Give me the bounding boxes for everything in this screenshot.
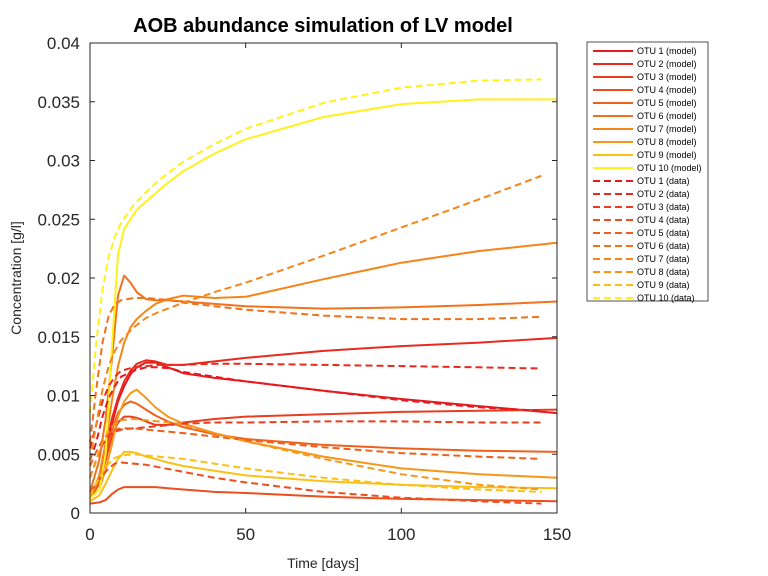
- plot-area: 0 50 100 150 0 0.005 0.01 0.015 0.02 0.025 0.03 0.…: [37, 34, 571, 544]
- series-line-4: [89, 486, 558, 505]
- series-line-12: [89, 362, 542, 449]
- series-line-20: [89, 78, 542, 414]
- series-layer: [89, 78, 558, 505]
- y-axis: 0 0.005 0.01 0.015 0.02 0.025 0.03 0.035 0.04: [37, 34, 557, 523]
- legend: OTU 1 (model) OTU 2 (model) OTU 3 (model) O…: [586, 41, 709, 303]
- series-line-14: [89, 461, 542, 505]
- y-tick-label: 0.035: [37, 93, 80, 112]
- legend-label-19: OTU 9 (data): [637, 280, 690, 290]
- series-line-3: [89, 408, 558, 500]
- series-line-2: [89, 336, 558, 500]
- legend-label-4: OTU 4 (model): [637, 85, 697, 95]
- series-line-16: [89, 297, 542, 443]
- y-tick-label: 0: [71, 504, 80, 523]
- series-line-10: [89, 98, 557, 500]
- legend-label-20: OTU 10 (data): [637, 293, 695, 303]
- y-tick-label: 0.04: [47, 34, 80, 53]
- legend-box: [586, 41, 709, 302]
- series-line-13: [89, 420, 542, 479]
- series-line-19: [89, 453, 542, 496]
- series-line-18: [89, 418, 542, 491]
- series-line-17: [89, 174, 542, 461]
- legend-label-7: OTU 7 (model): [637, 124, 697, 134]
- x-tick-label: 100: [387, 525, 415, 544]
- legend-label-10: OTU 10 (model): [637, 163, 702, 173]
- legend-label-13: OTU 3 (data): [637, 202, 690, 212]
- legend-label-17: OTU 7 (data): [637, 254, 690, 264]
- series-line-9: [89, 450, 558, 503]
- y-tick-label: 0.01: [47, 387, 80, 406]
- legend-label-5: OTU 5 (model): [637, 98, 697, 108]
- x-tick-label: 150: [543, 525, 571, 544]
- y-axis-label: Concentration [g/l]: [8, 221, 24, 335]
- x-tick-label: 0: [85, 525, 94, 544]
- legend-label-9: OTU 9 (model): [637, 150, 697, 160]
- y-tick-label: 0.03: [47, 152, 80, 171]
- chart-title: AOB abundance simulation of LV model: [133, 15, 513, 37]
- series-line-11: [89, 366, 542, 461]
- legend-label-8: OTU 8 (model): [637, 137, 697, 147]
- legend-items: OTU 1 (model) OTU 2 (model) OTU 3 (model) O…: [593, 46, 702, 303]
- x-axis-label: Time [days]: [287, 555, 359, 571]
- legend-label-12: OTU 2 (data): [637, 189, 690, 199]
- x-tick-label: 50: [236, 525, 255, 544]
- x-axis: 0 50 100 150: [85, 43, 571, 544]
- legend-label-11: OTU 1 (data): [637, 176, 690, 186]
- y-tick-label: 0.005: [37, 445, 80, 464]
- legend-label-6: OTU 6 (model): [637, 111, 697, 121]
- legend-label-2: OTU 2 (model): [637, 59, 697, 69]
- legend-label-16: OTU 6 (data): [637, 241, 690, 251]
- legend-label-18: OTU 8 (data): [637, 267, 690, 277]
- y-tick-label: 0.015: [37, 328, 80, 347]
- series-line-7: [89, 241, 558, 500]
- legend-label-14: OTU 4 (data): [637, 215, 690, 225]
- y-tick-label: 0.025: [37, 210, 80, 229]
- series-line-8: [89, 388, 558, 500]
- legend-label-15: OTU 5 (data): [637, 228, 690, 238]
- legend-label-1: OTU 1 (model): [637, 46, 697, 56]
- y-tick-label: 0.02: [47, 269, 80, 288]
- legend-label-3: OTU 3 (model): [637, 72, 697, 82]
